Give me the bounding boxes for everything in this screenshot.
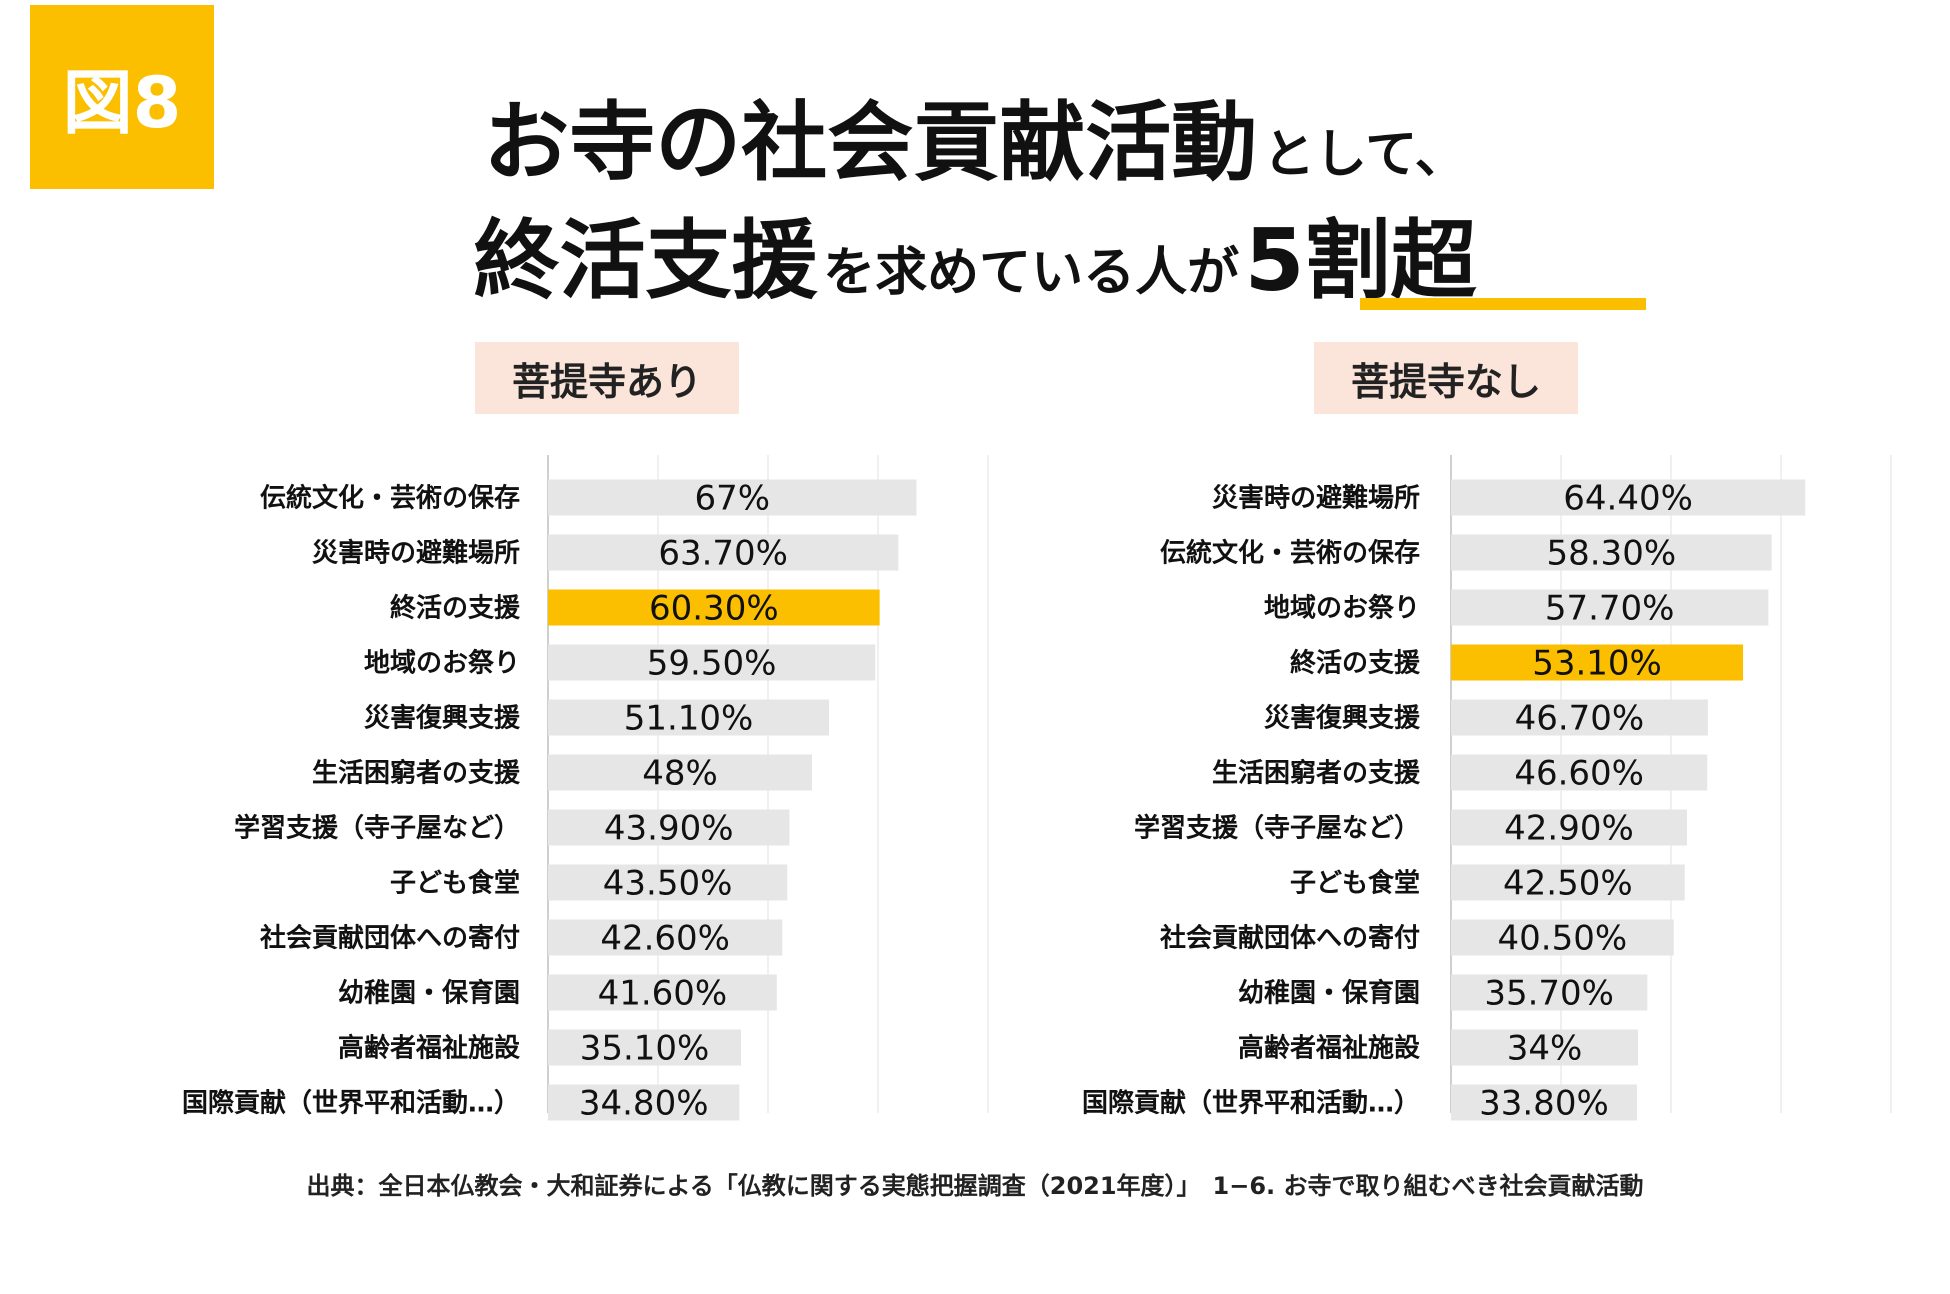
data-label: 42.50% <box>1503 864 1633 904</box>
bar <box>1451 1084 1637 1121</box>
category-label: 高齢者福祉施設 <box>1238 1033 1421 1064</box>
bar <box>1451 919 1674 956</box>
data-label: 60.30% <box>649 589 779 629</box>
title-highlight: 5割超 <box>1244 211 1477 311</box>
bar <box>1451 1029 1638 1066</box>
category-label: 災害時の避難場所 <box>1212 483 1420 514</box>
bar <box>1451 534 1772 571</box>
data-label: 53.10% <box>1532 644 1662 684</box>
bar <box>548 974 777 1011</box>
title-main-1: お寺の社会貢献活動 <box>483 93 1258 193</box>
bar <box>548 644 876 681</box>
category-label: 終活の支援 <box>1290 648 1421 679</box>
category-label: 学習支援（寺子屋など） <box>1134 813 1420 844</box>
category-label: 子ども食堂 <box>1290 868 1420 899</box>
category-label: 高齢者福祉施設 <box>338 1033 521 1064</box>
category-label: 地域のお祭り <box>364 649 520 679</box>
bar <box>548 534 899 571</box>
category-label: 子ども食堂 <box>390 868 520 899</box>
data-label: 34% <box>1507 1029 1583 1069</box>
bar <box>548 699 830 736</box>
category-label: 終活の支援 <box>390 593 521 624</box>
bar <box>1451 809 1687 846</box>
source-note: 出典：全日本仏教会・大和証券による「仏教に関する実態把握調査（2021年度）」 … <box>306 1172 1644 1200</box>
title-sub-1: として、 <box>1262 125 1467 185</box>
title-underline <box>1360 298 1646 310</box>
bar <box>548 864 788 901</box>
data-label: 63.70% <box>658 534 788 574</box>
data-label: 33.80% <box>1479 1084 1609 1124</box>
panel-label-left: 菩提寺あり <box>475 342 739 414</box>
data-label: 58.30% <box>1546 534 1676 574</box>
bar <box>548 1084 740 1121</box>
bar <box>1451 699 1708 736</box>
data-label: 34.80% <box>579 1084 709 1124</box>
bar <box>1451 644 1744 681</box>
data-label: 35.70% <box>1484 974 1614 1014</box>
data-label: 64.40% <box>1563 479 1693 519</box>
title-main-2: 終活支援 <box>473 211 818 311</box>
data-label: 57.70% <box>1545 589 1675 629</box>
data-label: 59.50% <box>647 644 777 684</box>
category-label: 地域のお祭り <box>1264 594 1420 624</box>
data-label: 42.90% <box>1504 809 1634 849</box>
category-label: 伝統文化・芸術の保存 <box>260 483 520 514</box>
data-label: 43.90% <box>604 809 734 849</box>
category-label: 国際貢献（世界平和活動…） <box>182 1089 520 1119</box>
category-label: 伝統文化・芸術の保存 <box>1160 538 1420 569</box>
data-label: 43.50% <box>603 864 733 904</box>
category-label: 国際貢献（世界平和活動…） <box>1082 1089 1420 1119</box>
bar <box>548 1029 742 1066</box>
data-label: 67% <box>694 479 770 519</box>
bar <box>1451 974 1648 1011</box>
bar <box>548 589 880 626</box>
data-label: 51.10% <box>624 699 754 739</box>
bar <box>548 479 917 516</box>
category-label: 災害時の避難場所 <box>312 538 520 569</box>
title-line-1: お寺の社会貢献活動 として、 <box>0 72 1950 197</box>
data-label: 42.60% <box>600 919 730 959</box>
category-label: 幼稚園・保育園 <box>338 978 520 1009</box>
category-label: 災害復興支援 <box>1264 703 1421 734</box>
bar <box>548 919 783 956</box>
data-label: 40.50% <box>1498 919 1628 959</box>
category-label: 社会貢献団体への寄付 <box>1160 923 1420 954</box>
data-label: 46.60% <box>1514 754 1644 794</box>
category-label: 幼稚園・保育園 <box>1238 978 1420 1009</box>
bar <box>1451 864 1685 901</box>
category-label: 学習支援（寺子屋など） <box>234 813 520 844</box>
title-line-2: 終活支援 を求めている人が 5割超 <box>0 190 1950 315</box>
category-label: 生活困窮者の支援 <box>312 759 521 789</box>
data-label: 46.70% <box>1515 699 1645 739</box>
category-label: 災害復興支援 <box>364 703 521 734</box>
data-label: 35.10% <box>580 1029 710 1069</box>
category-label: 生活困窮者の支援 <box>1212 759 1421 789</box>
category-label: 社会貢献団体への寄付 <box>260 923 520 954</box>
bar <box>548 809 790 846</box>
bar <box>1451 754 1708 791</box>
data-label: 48% <box>642 754 718 794</box>
bar <box>548 754 812 791</box>
figure-badge: 図8 <box>30 5 214 189</box>
title-sub-2: を求めている人が <box>823 243 1240 303</box>
bar <box>1451 589 1769 626</box>
bar <box>1451 479 1806 516</box>
data-label: 41.60% <box>598 974 728 1014</box>
panel-label-right: 菩提寺なし <box>1314 342 1578 414</box>
